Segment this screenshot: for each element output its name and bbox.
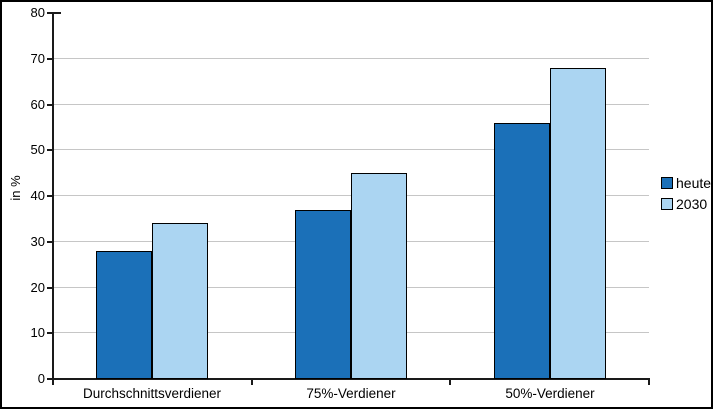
y-tick-label: 70 (30, 51, 45, 66)
legend-item-2030: 2030 (661, 197, 711, 211)
y-tick (47, 149, 53, 151)
y-tick (47, 195, 53, 197)
y-tick-label: 0 (37, 371, 45, 386)
legend-item-heute: heute (661, 176, 711, 190)
y-tick-label: 40 (30, 188, 45, 203)
legend: heute 2030 (661, 176, 711, 211)
gridline (53, 58, 649, 60)
y-axis-line (52, 12, 54, 380)
y-tick (47, 241, 53, 243)
gridline (53, 104, 649, 106)
category-label: 75%-Verdiener (306, 386, 396, 401)
y-tick (47, 104, 53, 106)
y-tick (47, 332, 53, 334)
y-tick-label: 50 (30, 142, 45, 157)
bar-2030-2 (351, 173, 407, 379)
y-tick-label: 60 (30, 97, 45, 112)
legend-swatch-heute (661, 177, 673, 189)
x-tick (648, 379, 650, 385)
y-tick (47, 12, 53, 14)
bar-heute-2 (295, 210, 351, 379)
y-axis-cap (53, 12, 61, 14)
legend-label-2030: 2030 (676, 196, 708, 212)
gridline (53, 149, 649, 151)
y-tick-label: 10 (30, 325, 45, 340)
y-tick-label: 20 (30, 280, 45, 295)
x-tick (449, 379, 451, 385)
category-label: 50%-Verdiener (505, 386, 595, 401)
bar-heute-1 (96, 251, 152, 379)
y-tick (47, 287, 53, 289)
bar-heute-3 (494, 123, 550, 379)
legend-swatch-2030 (661, 198, 673, 210)
bar-2030-3 (550, 68, 606, 379)
x-tick (52, 379, 54, 385)
category-label: Durchschnittsverdiener (82, 386, 222, 401)
bar-2030-1 (152, 223, 208, 379)
legend-label-heute: heute (676, 175, 712, 191)
y-tick (47, 58, 53, 60)
x-axis-line (52, 378, 650, 380)
y-tick-label: 30 (30, 234, 45, 249)
y-tick (47, 378, 53, 380)
y-tick-label: 80 (30, 5, 45, 20)
x-tick (251, 379, 253, 385)
